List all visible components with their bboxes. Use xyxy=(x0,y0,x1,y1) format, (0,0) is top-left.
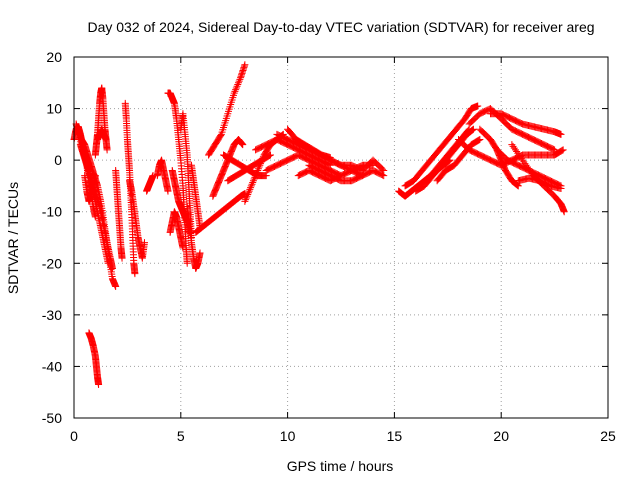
data-point xyxy=(112,282,120,290)
y-tick-label: 10 xyxy=(46,101,62,117)
x-tick-label: 15 xyxy=(387,428,403,444)
data-point xyxy=(91,172,99,180)
data-point xyxy=(557,185,565,193)
data-point xyxy=(253,168,261,176)
x-tick-label: 20 xyxy=(493,428,509,444)
y-tick-label: -40 xyxy=(42,358,62,374)
axis-ticks xyxy=(73,56,609,419)
data-point xyxy=(476,136,484,144)
data-point xyxy=(257,158,265,166)
data-point xyxy=(242,196,250,204)
data-point xyxy=(183,259,191,267)
data-point xyxy=(232,86,240,94)
x-tick-label: 25 xyxy=(600,428,616,444)
data-point xyxy=(267,151,275,159)
data-point xyxy=(249,177,257,185)
data-point xyxy=(551,146,559,154)
data-point xyxy=(241,61,249,69)
data-point xyxy=(252,172,260,180)
data-point xyxy=(558,146,566,154)
data-point xyxy=(252,170,260,178)
data-point xyxy=(235,77,243,85)
data-point xyxy=(95,380,103,388)
data-point xyxy=(258,156,266,164)
data-point xyxy=(254,166,262,174)
data-point xyxy=(248,180,256,188)
y-tick-label: 20 xyxy=(46,49,62,65)
data-point xyxy=(255,163,263,171)
chart-title: Day 032 of 2024, Sidereal Day-to-day VTE… xyxy=(87,19,594,35)
data-point xyxy=(559,146,567,154)
data-point xyxy=(250,175,258,183)
grid xyxy=(74,57,608,418)
y-tick-label: 0 xyxy=(54,152,62,168)
data-point xyxy=(164,187,172,195)
x-tick-label: 10 xyxy=(280,428,296,444)
data-point xyxy=(232,84,240,92)
x-axis-label: GPS time / hours xyxy=(287,458,394,474)
data-point xyxy=(513,181,521,189)
data-point xyxy=(249,178,257,186)
plot-frame xyxy=(73,56,609,419)
data-point xyxy=(247,184,255,192)
data-point xyxy=(239,141,247,149)
data-point xyxy=(236,75,244,83)
data-point xyxy=(243,192,251,200)
data-point xyxy=(244,191,252,199)
data-points xyxy=(70,61,568,388)
data-point xyxy=(247,182,255,190)
data-point xyxy=(259,154,267,162)
x-tick-label: 0 xyxy=(70,428,78,444)
y-tick-label: -10 xyxy=(42,204,62,220)
data-point xyxy=(259,153,267,161)
data-point xyxy=(179,244,187,252)
data-point xyxy=(234,79,242,87)
data-point xyxy=(474,102,482,110)
y-tick-label: -30 xyxy=(42,307,62,323)
data-point xyxy=(514,181,522,189)
data-point xyxy=(560,208,568,216)
data-point xyxy=(380,166,388,174)
data-point xyxy=(241,197,249,205)
data-point xyxy=(379,165,387,173)
data-point xyxy=(266,152,274,160)
data-point xyxy=(234,81,242,89)
data-point xyxy=(257,160,265,168)
data-point xyxy=(103,146,111,154)
data-point xyxy=(245,187,253,195)
y-tick-label: -20 xyxy=(42,255,62,271)
data-point xyxy=(242,194,250,202)
data-point xyxy=(217,132,225,140)
y-tick-label: -50 xyxy=(42,410,62,426)
data-point xyxy=(475,136,483,144)
data-point xyxy=(557,130,565,138)
data-point xyxy=(256,161,264,169)
data-point xyxy=(230,89,238,97)
data-point xyxy=(464,126,472,134)
data-point xyxy=(244,189,252,197)
data-point xyxy=(246,185,254,193)
tick-labels: 0 5 10 15 20 25 -50 -40 -30 -20 -10 0 10 20 xyxy=(42,49,616,444)
data-point xyxy=(233,82,241,90)
x-tick-label: 5 xyxy=(177,428,185,444)
data-point xyxy=(118,254,126,262)
data-point xyxy=(469,126,477,134)
data-point xyxy=(196,249,204,257)
data-point xyxy=(251,173,259,181)
data-point xyxy=(231,87,239,95)
data-point xyxy=(131,270,139,278)
data-point xyxy=(140,239,148,247)
data-point xyxy=(549,145,557,153)
data-point xyxy=(254,165,262,173)
y-axis-label: SDTVAR / TECUs xyxy=(5,182,21,294)
